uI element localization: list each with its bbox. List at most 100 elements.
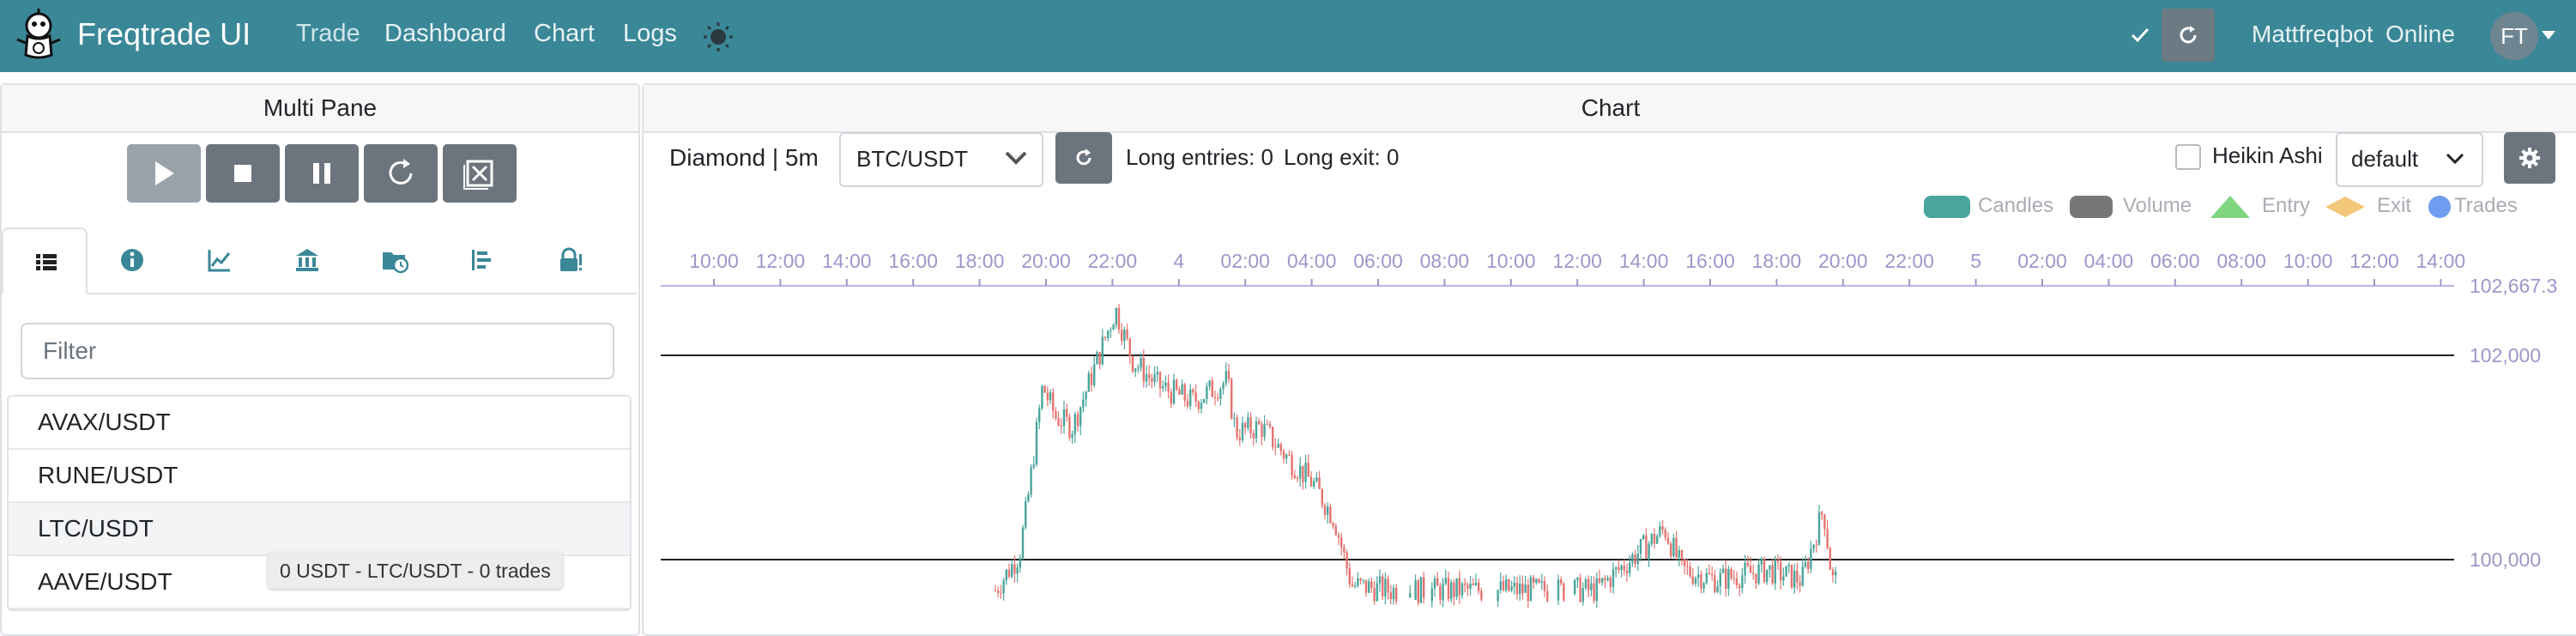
candle-body: [1052, 392, 1055, 411]
legend-trades-swatch[interactable]: [2425, 194, 2471, 220]
candle-body: [1823, 514, 1826, 530]
tab-daily[interactable]: [352, 227, 438, 293]
candle-body: [1395, 587, 1398, 602]
tab-info[interactable]: [89, 227, 175, 293]
candle-body: [1076, 414, 1079, 427]
candle-body: [1007, 569, 1011, 578]
legend-volume-swatch[interactable]: [2070, 194, 2116, 220]
candle-body: [1721, 568, 1725, 573]
chevron-down-icon: [1005, 151, 1027, 165]
pair-select[interactable]: BTC/USDT: [839, 132, 1043, 187]
candle-body: [1123, 329, 1126, 342]
tab-pairlist[interactable]: [2, 227, 88, 294]
list-item[interactable]: AVAX/USDT: [9, 397, 630, 450]
candle-body: [1450, 582, 1453, 599]
nav-dashboard[interactable]: Dashboard: [384, 20, 506, 47]
tab-trades[interactable]: [439, 227, 525, 293]
legend-candles-label[interactable]: Candles: [1978, 194, 2054, 217]
candle-body: [1515, 582, 1519, 595]
candle-body: [1162, 386, 1164, 389]
list-item[interactable]: RUNE/USDT: [9, 450, 630, 503]
folder-clock-icon: [383, 252, 408, 274]
candle-body: [1376, 583, 1378, 602]
x-tick-label: 06:00: [2150, 250, 2200, 272]
candle-body: [1439, 585, 1442, 601]
pair-filter-input[interactable]: [21, 323, 614, 379]
legend-entry-label[interactable]: Entry: [2262, 194, 2311, 217]
nav-chart[interactable]: Chart: [534, 20, 595, 47]
stop-bot-button[interactable]: [206, 144, 280, 203]
reload-config-button[interactable]: [364, 144, 438, 203]
candle-body: [1060, 425, 1062, 427]
legend-exit-label[interactable]: Exit: [2377, 194, 2412, 217]
tab-locks[interactable]: [527, 227, 613, 293]
candle-body: [1590, 583, 1593, 591]
heikin-ashi-checkbox[interactable]: [2175, 144, 2201, 170]
nav-trade[interactable]: Trade: [296, 20, 360, 47]
y-tick-label: 102,667.3: [2470, 275, 2557, 297]
candle-body: [1025, 500, 1027, 528]
candle-body: [1082, 399, 1085, 408]
force-exit-all-button[interactable]: [443, 144, 517, 203]
candle-body: [1364, 579, 1368, 593]
pause-bot-button[interactable]: [285, 144, 359, 203]
candle-body: [1447, 578, 1450, 599]
price-chart[interactable]: 10:00 12:00 14:00 16:00 18:00 20:00 22:00 4 02:0…: [0, 0, 2576, 608]
candle-body: [1318, 477, 1321, 489]
candle-body: [1760, 558, 1763, 565]
candle-body: [1598, 578, 1601, 583]
candle-body: [1032, 464, 1035, 468]
x-tick-label: 20:00: [1021, 250, 1071, 272]
candle-body: [1831, 569, 1835, 576]
legend-candles-swatch[interactable]: [1924, 194, 1970, 220]
candle-body: [1593, 583, 1595, 602]
candle-body: [1041, 385, 1043, 409]
candle-body: [1225, 371, 1227, 384]
candle-body: [1345, 552, 1348, 568]
candle-body: [1675, 537, 1678, 558]
candle-body: [1804, 561, 1807, 567]
x-tick-label: 20:00: [1818, 250, 1868, 272]
list-item[interactable]: LTC/USDT: [9, 503, 630, 556]
tab-performance[interactable]: [177, 227, 263, 293]
candle-body: [1208, 380, 1211, 387]
candle-body: [1090, 373, 1093, 385]
candle-body: [1151, 378, 1153, 382]
theme-toggle-icon[interactable]: [702, 21, 735, 53]
chart-refresh-button[interactable]: [1055, 132, 1112, 184]
nav-logs[interactable]: Logs: [623, 20, 677, 47]
bot-refresh-button[interactable]: [2162, 9, 2215, 62]
candle-body: [1508, 579, 1510, 591]
brand-title[interactable]: Freqtrade UI: [77, 16, 251, 51]
candle-body: [1812, 544, 1815, 549]
candle-body: [1581, 588, 1584, 603]
candle-body: [1766, 569, 1769, 582]
plot-config-select[interactable]: default: [2336, 132, 2483, 187]
legend-volume-label[interactable]: Volume: [2123, 194, 2192, 217]
candle-body: [1661, 526, 1664, 530]
candle-body: [1327, 506, 1329, 515]
plot-settings-button[interactable]: [2504, 132, 2555, 184]
start-bot-button[interactable]: [127, 144, 201, 203]
candle-body: [1277, 444, 1279, 448]
candle-body: [1464, 583, 1466, 585]
legend-trades-label[interactable]: Trades: [2454, 194, 2518, 217]
candle-body: [1579, 578, 1581, 603]
candle-body: [1694, 578, 1697, 585]
candle-body: [1217, 397, 1219, 399]
candle-body: [1604, 578, 1606, 580]
candle-body: [1815, 544, 1817, 546]
x-tick-label: 18:00: [1752, 250, 1802, 272]
freqtrade-logo-icon[interactable]: [12, 7, 65, 64]
candle-body: [1725, 568, 1727, 589]
candle-body: [1472, 583, 1474, 585]
candle-body: [1796, 570, 1799, 583]
legend-entry-swatch[interactable]: [2209, 194, 2255, 220]
checkmark-icon: [2131, 27, 2150, 43]
user-avatar[interactable]: FT: [2490, 12, 2538, 60]
chevron-down-icon[interactable]: [2542, 31, 2555, 39]
candle-body: [1062, 409, 1066, 427]
tab-balance[interactable]: [264, 227, 350, 293]
legend-exit-swatch[interactable]: [2324, 194, 2370, 220]
candle-body: [1670, 543, 1672, 557]
